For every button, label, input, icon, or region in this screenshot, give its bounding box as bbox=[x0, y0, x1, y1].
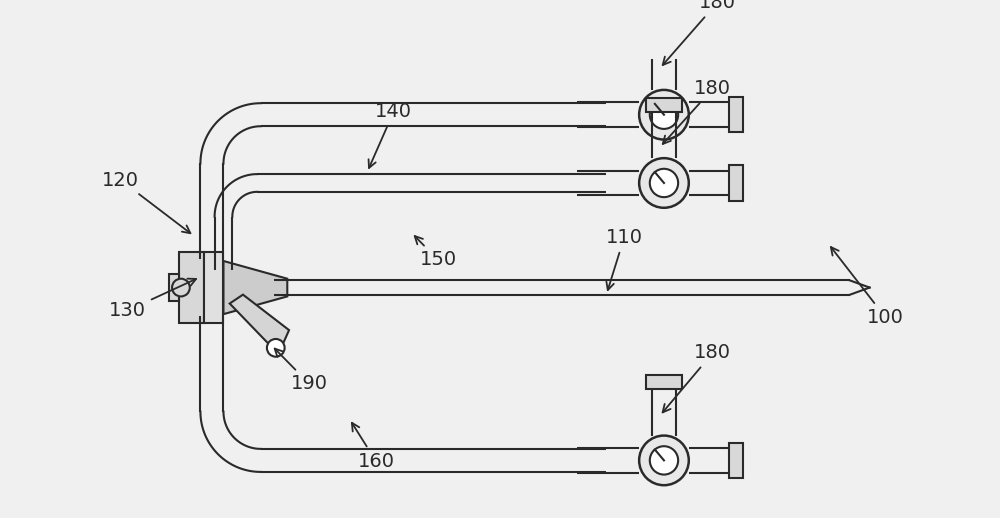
Text: 110: 110 bbox=[606, 228, 643, 290]
Circle shape bbox=[639, 436, 689, 485]
Circle shape bbox=[639, 158, 689, 208]
Text: 180: 180 bbox=[663, 343, 731, 412]
Text: 180: 180 bbox=[663, 0, 736, 65]
Text: 130: 130 bbox=[109, 279, 196, 320]
Polygon shape bbox=[230, 295, 289, 354]
FancyBboxPatch shape bbox=[179, 252, 204, 323]
Text: 120: 120 bbox=[102, 170, 190, 233]
FancyBboxPatch shape bbox=[729, 97, 743, 133]
Text: 150: 150 bbox=[415, 236, 457, 269]
Circle shape bbox=[639, 90, 689, 139]
Text: 100: 100 bbox=[831, 247, 904, 327]
FancyBboxPatch shape bbox=[729, 443, 743, 478]
Text: 140: 140 bbox=[369, 103, 412, 168]
Text: 180: 180 bbox=[663, 79, 731, 144]
FancyBboxPatch shape bbox=[646, 376, 682, 390]
Circle shape bbox=[650, 100, 678, 129]
Circle shape bbox=[267, 339, 285, 357]
FancyBboxPatch shape bbox=[169, 274, 179, 301]
FancyBboxPatch shape bbox=[729, 165, 743, 200]
Polygon shape bbox=[223, 261, 287, 314]
Circle shape bbox=[650, 169, 678, 197]
Circle shape bbox=[172, 279, 190, 296]
FancyBboxPatch shape bbox=[646, 98, 682, 112]
Circle shape bbox=[650, 446, 678, 474]
FancyBboxPatch shape bbox=[646, 30, 682, 44]
Text: 190: 190 bbox=[275, 349, 328, 394]
Text: 160: 160 bbox=[352, 423, 394, 470]
FancyBboxPatch shape bbox=[204, 252, 223, 323]
